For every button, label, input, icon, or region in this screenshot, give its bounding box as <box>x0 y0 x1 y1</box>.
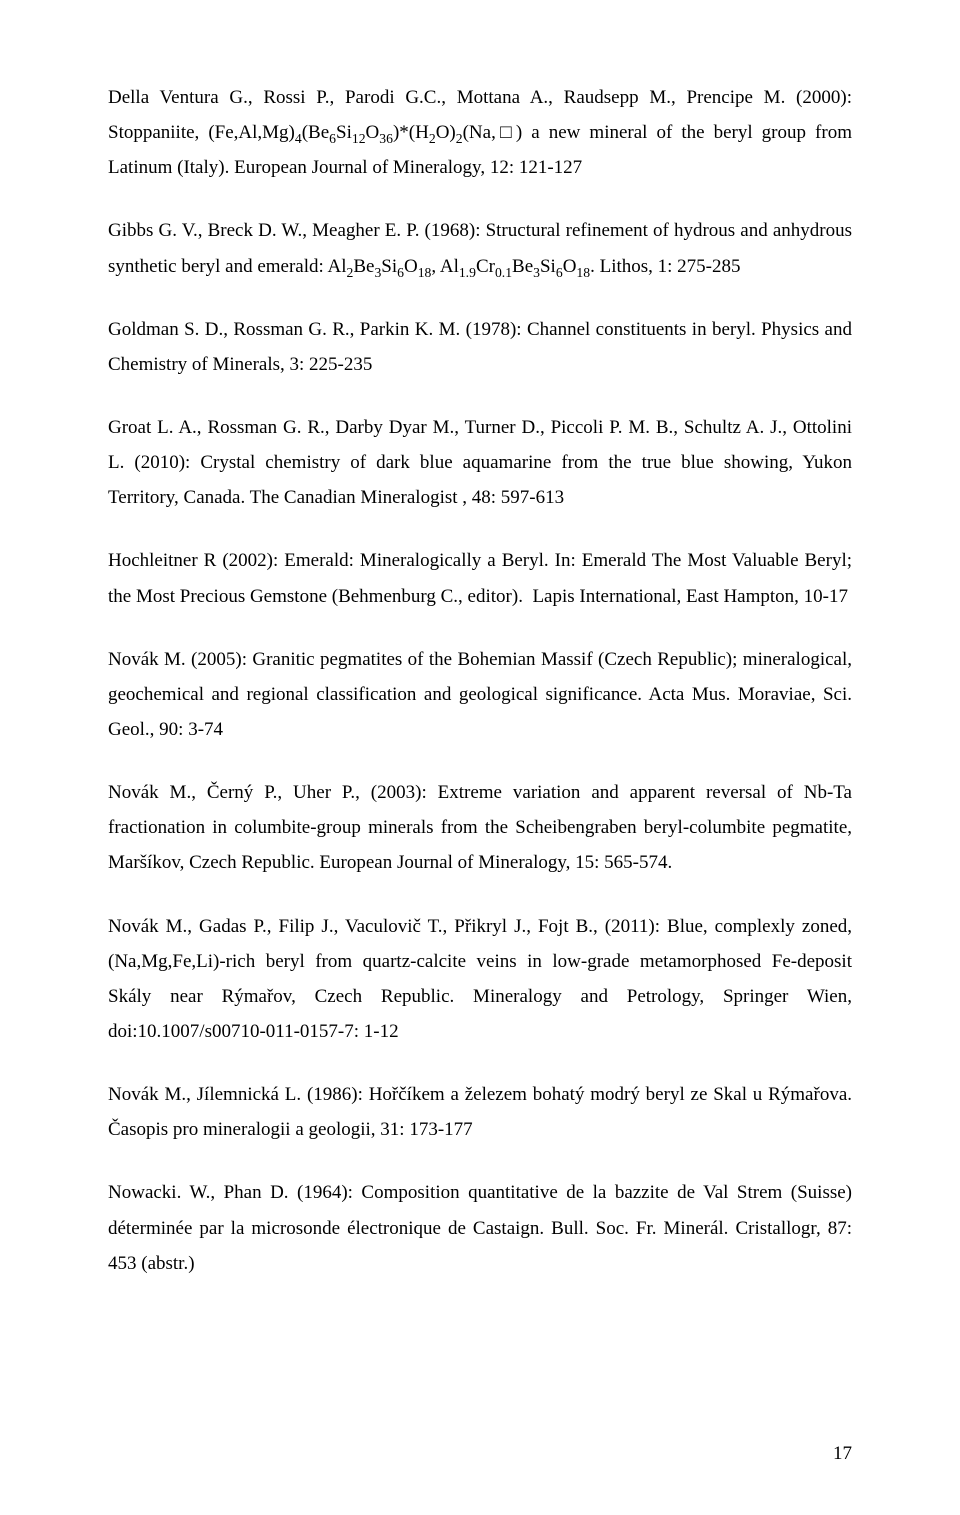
reference-item: Novák M., Černý P., Uher P., (2003): Ext… <box>108 775 852 880</box>
page-number: 17 <box>833 1443 852 1465</box>
reference-item: Novák M., Gadas P., Filip J., Vaculovič … <box>108 909 852 1050</box>
page-container: Della Ventura G., Rossi P., Parodi G.C.,… <box>0 0 960 1515</box>
reference-item: Gibbs G. V., Breck D. W., Meagher E. P. … <box>108 213 852 283</box>
reference-item: Della Ventura G., Rossi P., Parodi G.C.,… <box>108 80 852 185</box>
reference-item: Goldman S. D., Rossman G. R., Parkin K. … <box>108 312 852 382</box>
reference-item: Hochleitner R (2002): Emerald: Mineralog… <box>108 543 852 613</box>
reference-item: Groat L. A., Rossman G. R., Darby Dyar M… <box>108 410 852 515</box>
reference-item: Novák M., Jílemnická L. (1986): Hořčíkem… <box>108 1077 852 1147</box>
reference-item: Nowacki. W., Phan D. (1964): Composition… <box>108 1175 852 1280</box>
reference-item: Novák M. (2005): Granitic pegmatites of … <box>108 642 852 747</box>
